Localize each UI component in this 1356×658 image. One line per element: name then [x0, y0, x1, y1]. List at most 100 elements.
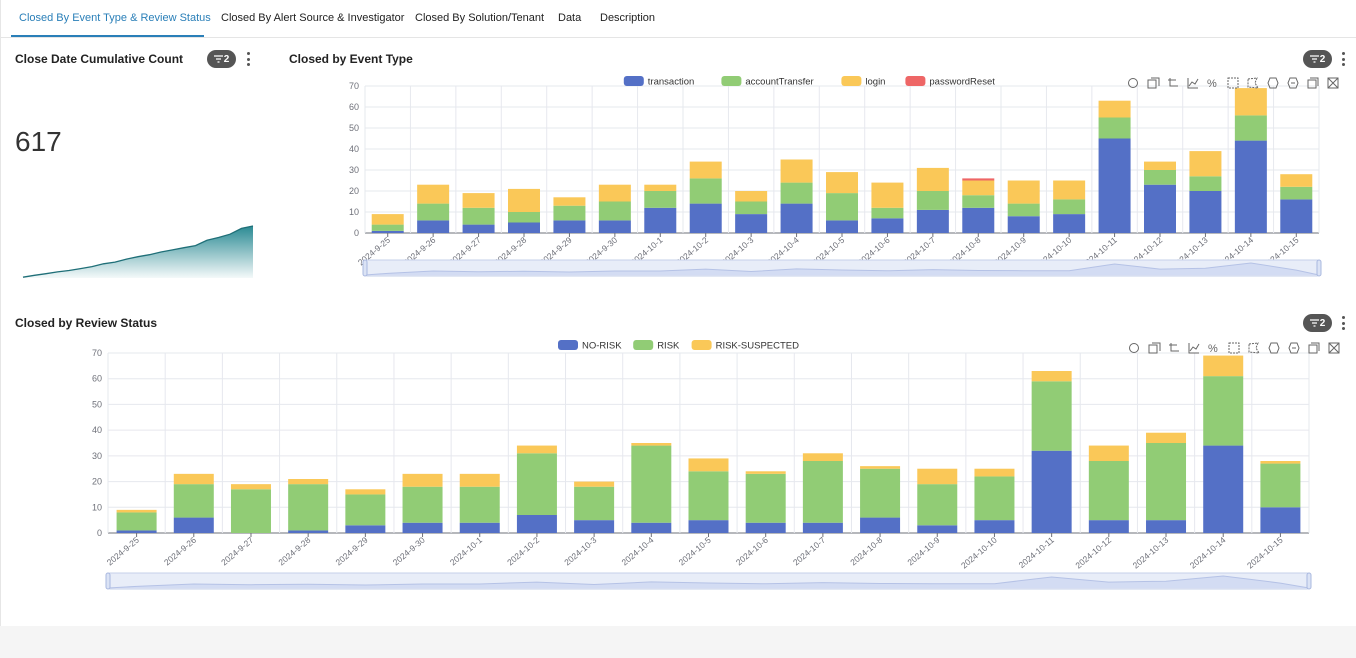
bar-segment-RISK[interactable]: [173, 484, 214, 518]
bar-segment-RISK-SUSPECTED[interactable]: [574, 481, 615, 487]
bar-segment-RISK[interactable]: [974, 476, 1015, 521]
bar-segment-NO-RISK[interactable]: [1260, 507, 1301, 533]
bar-segment-transaction[interactable]: [962, 207, 995, 233]
bar-segment-login[interactable]: [1007, 180, 1040, 204]
select-polygon-icon[interactable]: [1248, 342, 1260, 354]
bar-segment-RISK[interactable]: [917, 484, 958, 526]
select-rect-icon[interactable]: [1227, 77, 1239, 89]
bar-segment-accountTransfer[interactable]: [417, 203, 450, 221]
bar-segment-accountTransfer[interactable]: [553, 205, 586, 221]
data-view-icon[interactable]: [1308, 342, 1320, 354]
bar-segment-accountTransfer[interactable]: [916, 191, 949, 210]
bar-segment-NO-RISK[interactable]: [288, 530, 329, 533]
bar-segment-RISK[interactable]: [1031, 381, 1072, 451]
bar-segment-NO-RISK[interactable]: [574, 520, 615, 533]
bar-segment-login[interactable]: [871, 182, 904, 208]
bar-segment-accountTransfer[interactable]: [371, 224, 404, 231]
bar-segment-transaction[interactable]: [735, 214, 768, 233]
data-zoom-handle-right[interactable]: [1316, 259, 1322, 277]
bar-segment-NO-RISK[interactable]: [860, 517, 901, 533]
bar-segment-accountTransfer[interactable]: [780, 182, 813, 204]
bar-segment-RISK-SUSPECTED[interactable]: [860, 466, 901, 469]
bar-segment-NO-RISK[interactable]: [516, 515, 557, 533]
tab-description[interactable]: Description: [600, 12, 656, 24]
bar-segment-RISK-SUSPECTED[interactable]: [1260, 461, 1301, 464]
bar-segment-accountTransfer[interactable]: [1144, 170, 1176, 185]
bar-segment-login[interactable]: [689, 161, 722, 179]
bar-segment-accountTransfer[interactable]: [962, 195, 995, 208]
legend-item-RISK[interactable]: RISK: [633, 340, 680, 352]
select-rect-icon[interactable]: [1228, 342, 1240, 354]
bar-segment-passwordReset[interactable]: [962, 178, 995, 181]
bar-segment-RISK[interactable]: [230, 489, 271, 533]
bar-segment-accountTransfer[interactable]: [1280, 186, 1313, 200]
bar-segment-transaction[interactable]: [1280, 199, 1313, 233]
bar-segment-transaction[interactable]: [462, 224, 495, 233]
event-type-more-menu-icon[interactable]: [1340, 52, 1346, 66]
bar-segment-NO-RISK[interactable]: [1031, 450, 1072, 533]
bar-segment-RISK-SUSPECTED[interactable]: [459, 473, 500, 487]
bar-segment-transaction[interactable]: [826, 220, 858, 233]
restore-icon[interactable]: [1128, 78, 1138, 88]
select-polygon-icon[interactable]: [1247, 77, 1259, 89]
review-status-more-menu-icon[interactable]: [1340, 316, 1346, 330]
bar-segment-RISK-SUSPECTED[interactable]: [1088, 445, 1129, 461]
bar-segment-transaction[interactable]: [780, 203, 813, 233]
bar-segment-accountTransfer[interactable]: [1053, 199, 1086, 215]
bar-segment-RISK[interactable]: [1260, 463, 1301, 508]
data-view-icon[interactable]: [1307, 77, 1319, 89]
bar-segment-RISK-SUSPECTED[interactable]: [974, 468, 1015, 477]
bar-segment-accountTransfer[interactable]: [826, 193, 858, 221]
legend-item-passwordReset[interactable]: passwordReset: [905, 76, 995, 88]
bar-segment-login[interactable]: [826, 172, 858, 194]
data-zoom-handle-right[interactable]: [1306, 572, 1312, 590]
bar-segment-transaction[interactable]: [1053, 214, 1086, 233]
legend-item-login[interactable]: login: [841, 76, 885, 88]
bar-segment-accountTransfer[interactable]: [1234, 115, 1267, 141]
bar-segment-NO-RISK[interactable]: [459, 522, 500, 533]
bar-segment-RISK[interactable]: [1146, 443, 1187, 521]
bar-segment-transaction[interactable]: [871, 218, 904, 233]
restore-icon[interactable]: [1129, 343, 1139, 353]
bar-segment-RISK-SUSPECTED[interactable]: [688, 458, 729, 472]
bar-segment-NO-RISK[interactable]: [802, 522, 843, 533]
bar-segment-accountTransfer[interactable]: [508, 212, 540, 223]
bar-segment-accountTransfer[interactable]: [644, 191, 677, 208]
bar-segment-login[interactable]: [598, 184, 631, 202]
bar-segment-RISK-SUSPECTED[interactable]: [1203, 355, 1244, 377]
bar-segment-NO-RISK[interactable]: [1203, 445, 1244, 533]
bar-segment-accountTransfer[interactable]: [598, 201, 631, 221]
bar-segment-transaction[interactable]: [1098, 138, 1131, 234]
review-status-filter-badge[interactable]: 2: [1303, 314, 1332, 332]
bar-segment-RISK[interactable]: [745, 473, 786, 523]
bar-segment-login[interactable]: [1234, 88, 1267, 116]
bar-segment-login[interactable]: [1189, 151, 1222, 177]
bar-segment-login[interactable]: [371, 214, 404, 225]
bar-segment-NO-RISK[interactable]: [173, 517, 214, 533]
bar-segment-RISK[interactable]: [802, 461, 843, 523]
bar-segment-transaction[interactable]: [1007, 216, 1040, 233]
bar-segment-transaction[interactable]: [417, 220, 450, 233]
bar-segment-RISK[interactable]: [459, 486, 500, 523]
line-chart-icon[interactable]: [1187, 78, 1199, 89]
tab-alert-source-investigator[interactable]: Closed By Alert Source & Investigator: [221, 12, 405, 24]
bar-segment-transaction[interactable]: [1189, 191, 1222, 233]
bar-segment-login[interactable]: [916, 167, 949, 191]
bar-segment-RISK-SUSPECTED[interactable]: [917, 468, 958, 485]
tab-solution-tenant[interactable]: Closed By Solution/Tenant: [415, 12, 545, 24]
tab-data[interactable]: Data: [558, 12, 582, 24]
bar-segment-RISK-SUSPECTED[interactable]: [402, 473, 443, 487]
legend-item-transaction[interactable]: transaction: [623, 76, 694, 88]
data-zoom-handle-left[interactable]: [362, 259, 368, 277]
data-zoom-slider[interactable]: [105, 572, 1312, 590]
bar-segment-login[interactable]: [962, 180, 995, 196]
event-type-filter-badge[interactable]: 2: [1303, 50, 1332, 68]
percent-icon[interactable]: %: [1207, 78, 1217, 90]
bar-segment-login[interactable]: [508, 188, 540, 212]
bar-segment-NO-RISK[interactable]: [745, 522, 786, 533]
keep-select-icon[interactable]: [1268, 342, 1280, 354]
bar-segment-login[interactable]: [1280, 174, 1313, 187]
cumulative-filter-badge[interactable]: 2: [207, 50, 236, 68]
bar-segment-transaction[interactable]: [1144, 184, 1176, 233]
bar-segment-accountTransfer[interactable]: [689, 178, 722, 204]
